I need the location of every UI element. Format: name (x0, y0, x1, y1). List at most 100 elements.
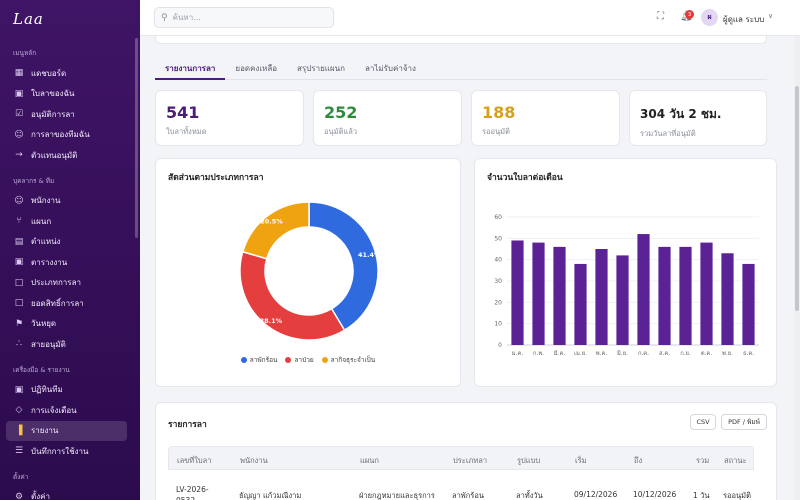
legend-item[interactable]: ลากิจธุระจำเป็น (321, 355, 376, 365)
sidebar-item[interactable]: ⚙ ตั้งค่า (0, 487, 128, 500)
bar[interactable] (616, 255, 629, 345)
sidebar-item[interactable]: ▤ ตำแหน่ง (0, 232, 128, 253)
pie-slice[interactable] (239, 250, 346, 341)
stat-card-approved: 252 อนุมัติแล้ว (313, 90, 462, 146)
pie-slice[interactable] (308, 201, 379, 332)
sidebar-item-label: ปฏิทินทีม (31, 385, 63, 395)
x-tick-label: เม.ย. (574, 351, 587, 357)
bar-chart-title: จำนวนใบลาต่อเดือน (487, 173, 563, 183)
col-header[interactable]: แผนก (360, 456, 379, 465)
grid-icon: ▦ (14, 68, 24, 79)
pie-chart: 41.4% 38.1% 20.5% (239, 201, 381, 341)
sidebar-item-label: สายอนุมัติ (31, 339, 66, 349)
sidebar-item[interactable]: ☺ พนักงาน (0, 191, 128, 212)
x-tick-label: ม.ค. (512, 351, 524, 357)
col-header[interactable]: พนักงาน (240, 456, 268, 465)
fullscreen-icon[interactable]: ⛶ (657, 11, 664, 22)
col-header[interactable]: เริ่ม (575, 456, 587, 465)
sidebar-item-label: แผนก (31, 216, 52, 226)
sidebar-scrollbar[interactable] (135, 38, 138, 238)
sidebar-item-label: ตำแหน่ง (31, 237, 61, 247)
report-tab[interactable]: ลาไม่รับค่าจ้าง (364, 64, 416, 73)
sidebar-item[interactable]: → ตัวแทนอนุมัติ (0, 145, 128, 166)
search-box[interactable]: ⚲ (154, 7, 334, 28)
cell-leave-id-suffix[interactable]: 0532 (176, 496, 195, 500)
sidebar-item[interactable]: □ ยอดสิทธิ์การลา (0, 293, 128, 314)
sidebar-item-label: ยอดสิทธิ์การลา (31, 298, 84, 308)
stat-value: 252 (324, 103, 358, 122)
calendar-icon: ▣ (14, 384, 24, 395)
col-header[interactable]: เลขที่ใบลา (177, 456, 212, 465)
pie-slice-label: 20.5% (260, 218, 283, 226)
card-top-edge (155, 36, 767, 44)
sidebar-item[interactable]: ⚑ วันหยุด (0, 314, 128, 335)
bar[interactable] (553, 246, 566, 345)
sidebar-item[interactable]: ◇ การแจ้งเตือน (0, 400, 128, 421)
col-header[interactable]: รวม (696, 456, 710, 465)
bar[interactable] (700, 242, 713, 345)
avatar[interactable]: ผ (701, 9, 718, 26)
x-tick-label: ก.ค. (638, 351, 649, 357)
app-logo[interactable]: Laa (13, 10, 44, 28)
main-scrollbar[interactable] (794, 36, 800, 500)
x-tick-label: ส.ค. (659, 350, 670, 357)
cell-leave-id[interactable]: LV-2026- (176, 485, 209, 494)
csv-button[interactable]: CSV (690, 414, 716, 430)
sidebar-item[interactable]: □ ประเภทการลา (0, 273, 128, 294)
bar[interactable] (595, 249, 608, 345)
stat-label: อนุมัติแล้ว (324, 127, 358, 136)
bar[interactable] (721, 253, 734, 345)
search-input[interactable] (172, 13, 323, 22)
sidebar-item[interactable]: ▣ ตารางงาน (0, 252, 128, 273)
sidebar-item[interactable]: ☰ บันทึกการใช้งาน (0, 441, 128, 462)
table-title: รายการลา (168, 420, 207, 430)
sidebar-item[interactable]: ▣ ใบลาของฉัน (0, 84, 128, 105)
bar[interactable] (532, 242, 545, 345)
pdf-print-button[interactable]: PDF / พิมพ์ (721, 414, 767, 430)
sidebar-item[interactable]: ☺ การลาของทีมฉัน (0, 125, 128, 146)
sidebar-nav: เมนูหลัก ▦ แดชบอร์ด ▣ ใบลาของฉัน ☑ อนุมัติการล… (0, 38, 140, 500)
report-tabs: รายงานการลา ยอดคงเหลือ สรุปรายแผนก ลาไม่รับ… (155, 56, 767, 80)
sidebar-item-label: การแจ้งเตือน (31, 405, 77, 415)
sidebar-item-label: แดชบอร์ด (31, 68, 67, 78)
x-tick-label: มี.ค. (554, 350, 566, 357)
user-name[interactable]: ผู้ดูแล ระบบ (723, 15, 765, 24)
bar[interactable] (658, 246, 671, 345)
sidebar-item[interactable]: ▣ ปฏิทินทีม (0, 380, 128, 401)
sidebar-item-label: การลาของทีมฉัน (31, 130, 90, 140)
chevron-down-icon[interactable]: ∨ (768, 12, 774, 20)
bar[interactable] (679, 246, 692, 345)
col-header[interactable]: ถึง (634, 456, 643, 465)
sidebar-item[interactable]: ▦ แดชบอร์ด (0, 63, 128, 84)
cell-format: ลาทั้งวัน (516, 491, 543, 500)
pie-slice[interactable] (241, 201, 310, 260)
legend-label: ลาพักร้อน (249, 356, 278, 364)
bar[interactable] (742, 263, 755, 345)
gear-icon: ⚙ (14, 491, 24, 500)
col-header[interactable]: ประเภทลา (453, 456, 488, 465)
pie-slice-label: 38.1% (260, 317, 283, 325)
cell-total: 1 วัน (693, 491, 710, 500)
bar[interactable] (637, 234, 650, 345)
legend-item[interactable]: ลาป่วย (285, 355, 314, 365)
cell-status: รออนุมัติ (723, 491, 751, 500)
legend-label: ลากิจธุระจำเป็น (330, 356, 376, 364)
calendar-icon: ▣ (14, 257, 24, 268)
sidebar-item[interactable]: ☑ อนุมัติการลา (0, 104, 128, 125)
sidebar-item[interactable]: ⑂ แผนก (0, 211, 128, 232)
sidebar-item[interactable]: ∴ สายอนุมัติ (0, 334, 128, 355)
scrollbar-thumb[interactable] (795, 86, 799, 311)
report-tab[interactable]: ยอดคงเหลือ (235, 64, 278, 73)
legend-item[interactable]: ลาพักร้อน (240, 355, 278, 365)
sidebar-item-label: ตั้งค่า (31, 492, 50, 500)
bar-chart-card: จำนวนใบลาต่อเดือน 0 10 20 30 40 50 60 ม.ค. ก.พ. ม… (474, 158, 777, 387)
sidebar-item[interactable]: ▐ รายงาน (6, 420, 127, 441)
bar[interactable] (574, 263, 587, 345)
bar[interactable] (511, 240, 524, 345)
report-tab[interactable]: รายงานการลา (155, 56, 226, 80)
legend-dot (285, 357, 292, 363)
col-header[interactable]: สถานะ (724, 456, 747, 465)
col-header[interactable]: รูปแบบ (517, 456, 541, 465)
report-tab[interactable]: สรุปรายแผนก (297, 64, 345, 73)
x-tick-label: พ.ค. (596, 350, 608, 357)
